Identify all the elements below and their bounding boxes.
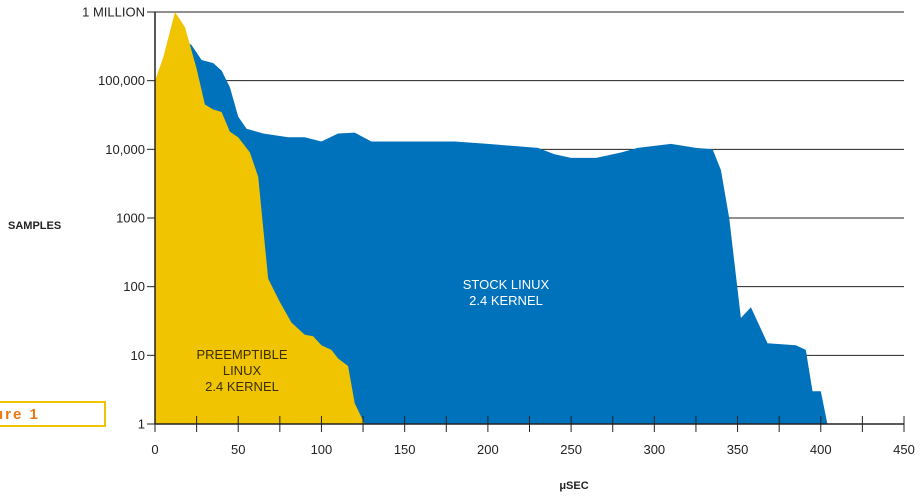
x-tick-label: 150 bbox=[394, 442, 416, 457]
figure-label: ure 1 bbox=[0, 406, 40, 423]
y-tick-label: 1 bbox=[138, 417, 145, 432]
figure-label-box: ure 1 bbox=[0, 401, 106, 427]
stock-linux-label: STOCK LINUX 2.4 KERNEL bbox=[463, 277, 550, 308]
ticks: 1 10 100 1000 10,000 100,000 1 MILLION 0 50 100 15… bbox=[82, 5, 915, 458]
x-tick-label: 200 bbox=[477, 442, 499, 457]
preemptible-linux-label: PREEMPTIBLE LINUX 2.4 KERNEL bbox=[196, 347, 287, 394]
y-tick-label: 100 bbox=[123, 279, 145, 294]
y-tick-label: 10 bbox=[131, 348, 145, 363]
preemptible-linux-area bbox=[155, 12, 365, 424]
x-tick-label: 450 bbox=[893, 442, 915, 457]
y-tick-label: 100,000 bbox=[98, 73, 145, 88]
stock-linux-area bbox=[183, 39, 828, 425]
x-tick-label: 400 bbox=[810, 442, 832, 457]
x-tick-label: 100 bbox=[311, 442, 333, 457]
plot-areas bbox=[155, 12, 828, 425]
x-tick-label: 0 bbox=[151, 442, 158, 457]
x-tick-label: 300 bbox=[643, 442, 665, 457]
x-tick-label: 350 bbox=[727, 442, 749, 457]
y-axis-title: SAMPLES bbox=[8, 220, 61, 232]
y-tick-label: 1000 bbox=[116, 211, 145, 226]
y-tick-label: 1 MILLION bbox=[82, 5, 145, 20]
x-tick-label: 250 bbox=[560, 442, 582, 457]
x-tick-label: 50 bbox=[231, 442, 245, 457]
area-labels: STOCK LINUX 2.4 KERNEL PREEMPTIBLE LINUX 2.4… bbox=[196, 277, 549, 394]
y-tick-label: 10,000 bbox=[105, 142, 145, 157]
x-axis-title: μSEC bbox=[559, 480, 588, 492]
